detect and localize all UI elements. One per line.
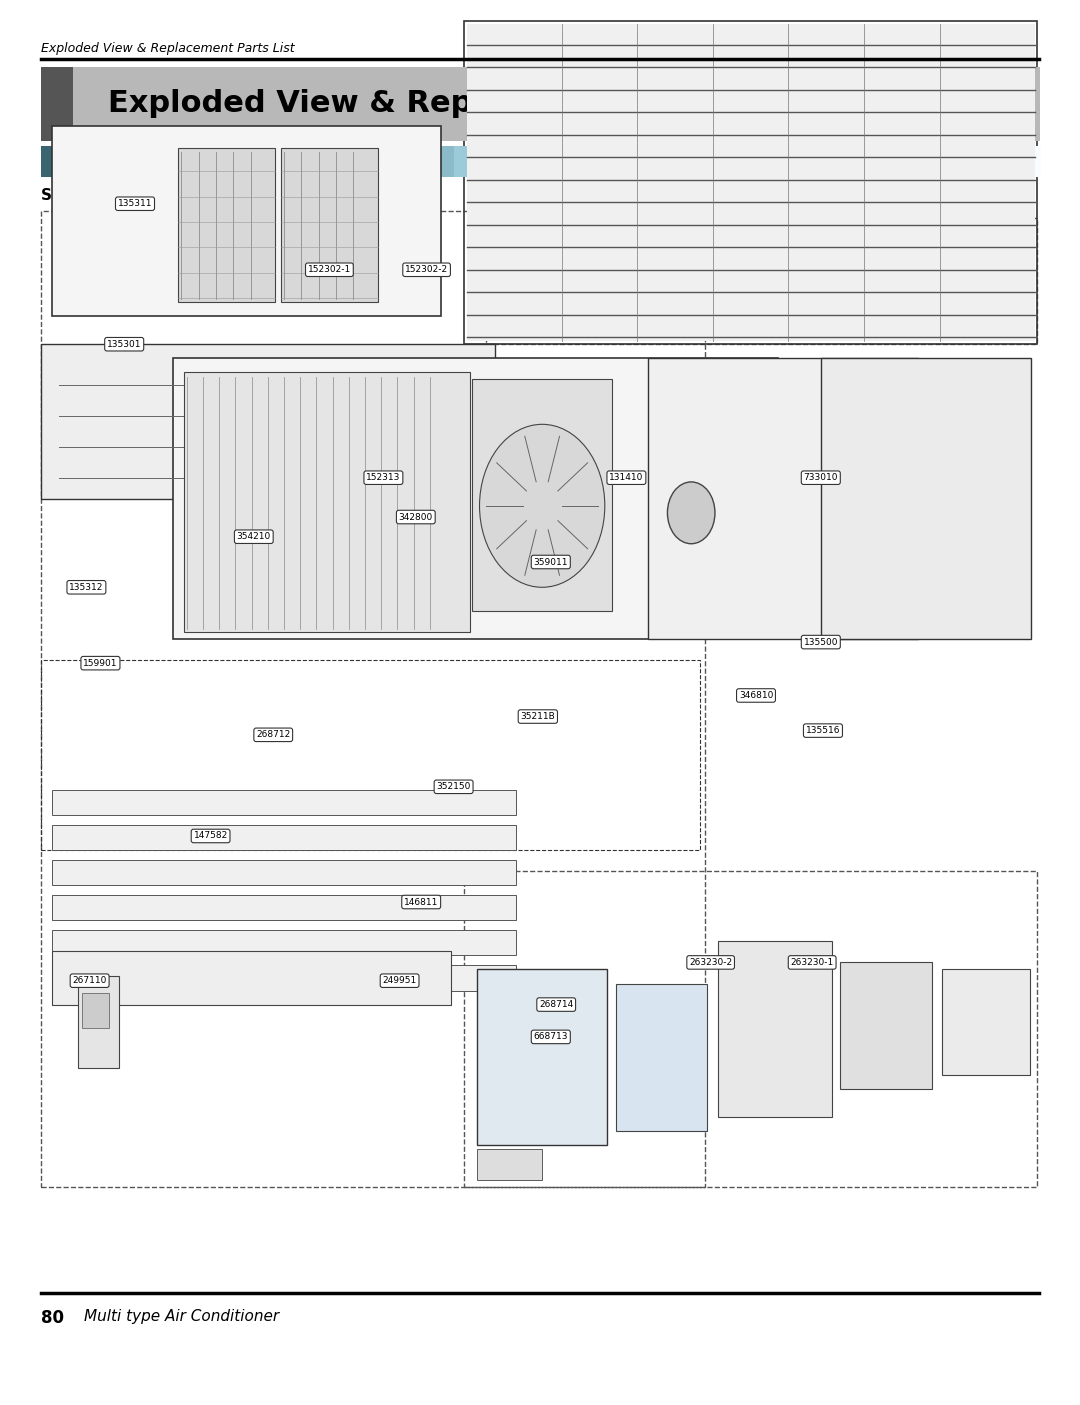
Text: 146811: 146811	[404, 898, 438, 906]
Text: 135500: 135500	[804, 638, 838, 646]
Text: 152302-2: 152302-2	[405, 266, 448, 274]
Bar	[648, 358, 918, 639]
Text: 354210: 354210	[237, 532, 271, 541]
Text: 131410: 131410	[609, 473, 644, 482]
Bar	[41, 67, 73, 140]
Bar	[41, 146, 63, 177]
Bar	[52, 895, 516, 920]
Text: 263230-1: 263230-1	[791, 958, 834, 967]
Text: 263230-2: 263230-2	[689, 958, 732, 967]
Text: 152302-1: 152302-1	[308, 266, 351, 274]
Bar	[178, 148, 275, 302]
Bar	[184, 372, 470, 632]
Text: Indoor Unit: Indoor Unit	[70, 153, 176, 170]
Bar	[942, 146, 1041, 177]
Circle shape	[667, 482, 715, 544]
Text: 135311: 135311	[118, 200, 152, 208]
Text: 346810: 346810	[739, 691, 773, 700]
Bar	[355, 146, 455, 177]
Bar	[160, 146, 259, 177]
Bar	[454, 146, 552, 177]
Text: Multi type Air Conditioner: Multi type Air Conditioner	[84, 1309, 280, 1325]
Bar	[258, 146, 357, 177]
Bar	[41, 344, 495, 499]
Bar	[747, 146, 846, 177]
Bar	[41, 211, 705, 1187]
Bar	[467, 24, 1035, 341]
Bar	[78, 976, 119, 1068]
Bar	[52, 126, 441, 316]
Bar	[477, 1149, 542, 1180]
Bar	[464, 871, 1037, 1187]
Text: 135301: 135301	[107, 340, 141, 348]
Bar	[821, 358, 1031, 639]
Text: 80: 80	[41, 1309, 64, 1328]
Text: 152313: 152313	[366, 473, 401, 482]
Bar	[942, 969, 1030, 1075]
Text: 159901: 159901	[83, 659, 118, 667]
Text: 352150: 352150	[436, 783, 471, 791]
Bar	[616, 983, 707, 1131]
Bar	[173, 358, 778, 639]
Bar	[52, 951, 451, 1005]
Bar	[52, 825, 516, 850]
Bar	[486, 218, 1037, 344]
Text: 35211B: 35211B	[521, 712, 555, 721]
Bar	[73, 67, 1040, 140]
Text: 147582: 147582	[193, 832, 228, 840]
Bar	[472, 379, 612, 611]
Text: 733010: 733010	[804, 473, 838, 482]
Bar	[52, 790, 516, 815]
Bar	[52, 965, 516, 991]
Text: S4, SE chassis: S4, SE chassis	[41, 188, 162, 204]
Text: 249951: 249951	[382, 976, 417, 985]
Bar	[464, 21, 1037, 344]
Bar	[82, 993, 109, 1028]
Bar	[281, 148, 378, 302]
Text: 668713: 668713	[534, 1033, 568, 1041]
Text: Exploded View & Replacement Parts List: Exploded View & Replacement Parts List	[41, 42, 295, 55]
Bar	[718, 941, 832, 1117]
Bar	[845, 146, 944, 177]
Text: 135312: 135312	[69, 583, 104, 592]
Text: 135516: 135516	[806, 726, 840, 735]
Text: 359011: 359011	[534, 558, 568, 566]
Bar	[649, 146, 747, 177]
Text: 268714: 268714	[539, 1000, 573, 1009]
Bar	[52, 860, 516, 885]
Bar	[477, 969, 607, 1145]
Bar	[840, 962, 932, 1089]
Text: 342800: 342800	[399, 513, 433, 521]
Text: 267110: 267110	[72, 976, 107, 985]
Bar	[41, 660, 700, 850]
Bar	[552, 146, 650, 177]
Bar	[52, 930, 516, 955]
Text: 268712: 268712	[256, 731, 291, 739]
Bar	[63, 146, 162, 177]
Text: Exploded View & Replacement Parts List: Exploded View & Replacement Parts List	[108, 90, 805, 118]
Circle shape	[480, 424, 605, 587]
